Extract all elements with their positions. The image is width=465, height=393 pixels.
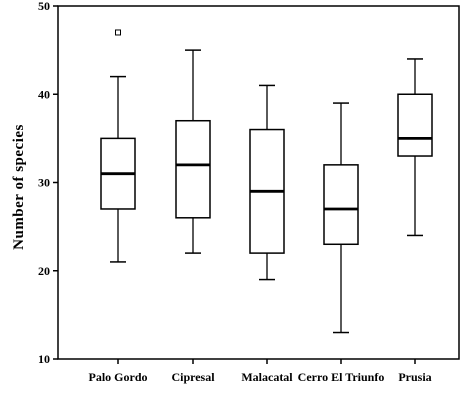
x-tick-label: Palo Gordo <box>89 370 148 384</box>
y-axis-title: Number of species <box>11 124 27 250</box>
axes <box>53 5 460 364</box>
labels: 10 20 30 40 50 Palo Gordo Cipresal Malacatal Cer… <box>38 0 432 384</box>
box-group <box>323 102 359 334</box>
iqr-box <box>175 119 211 219</box>
iqr-box <box>397 93 433 157</box>
y-tick-label: 40 <box>38 87 50 101</box>
y-tick-label: 50 <box>38 0 50 13</box>
boxes <box>100 29 433 334</box>
y-tick-label: 30 <box>38 176 50 190</box>
x-tick-label: Malacatal <box>241 370 293 384</box>
box-group <box>249 84 285 281</box>
box-group <box>100 29 136 263</box>
box-group <box>397 58 433 237</box>
box-group <box>175 49 211 254</box>
x-tick-label: Cerro El Triunfo <box>298 370 385 384</box>
outlier-point <box>115 29 121 36</box>
x-tick-label: Cipresal <box>171 370 215 384</box>
y-tick-label: 20 <box>38 264 50 278</box>
x-tick-label: Prusia <box>398 370 431 384</box>
y-tick-label: 10 <box>38 352 50 366</box>
iqr-box <box>323 164 359 246</box>
